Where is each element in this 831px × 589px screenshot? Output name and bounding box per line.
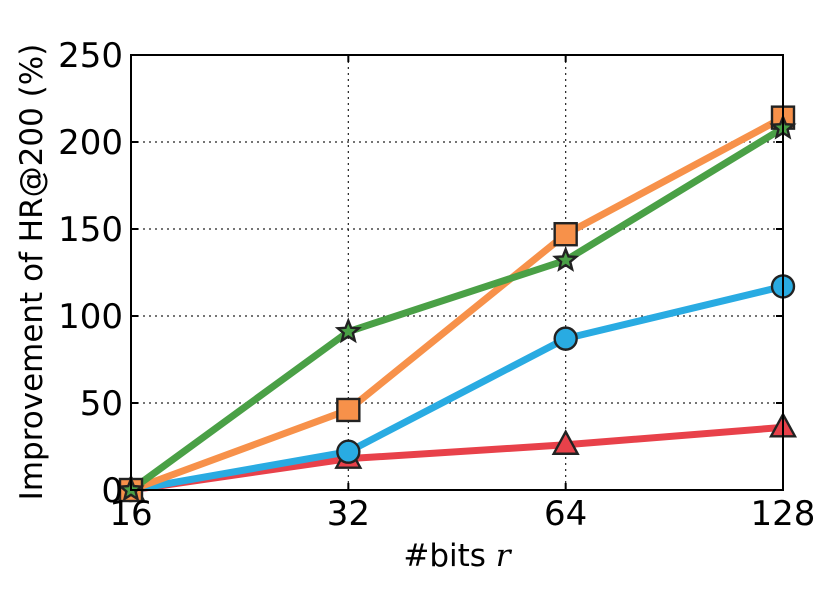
data-point	[336, 439, 361, 464]
data-point	[553, 222, 578, 247]
series-line	[127, 124, 787, 494]
y-tick-label: 100	[58, 297, 123, 337]
y-tick-labels: 0 50 100 150 200 250	[58, 36, 123, 511]
series-circle	[127, 282, 787, 494]
grid-lines	[131, 55, 783, 490]
plot-frame	[130, 54, 784, 491]
y-tick-label: 150	[58, 210, 123, 250]
x-axis-label: #bits r	[403, 538, 512, 574]
series-triangle	[127, 423, 787, 494]
data-point	[334, 317, 362, 344]
x-tick-label: 64	[544, 494, 587, 534]
data-point	[553, 326, 578, 351]
y-tick-label: 250	[58, 36, 123, 76]
series-line	[127, 282, 787, 494]
data-point	[336, 397, 361, 423]
x-tick-label: 16	[109, 494, 152, 534]
series-square	[127, 114, 787, 494]
data-point	[551, 429, 580, 455]
y-tick-label: 50	[80, 384, 123, 424]
series-line	[127, 114, 787, 494]
y-tick-label: 200	[58, 123, 123, 163]
series-line	[127, 423, 787, 494]
series-group	[116, 105, 798, 503]
y-tick-label: 0	[101, 471, 123, 511]
x-tick-label: 32	[327, 494, 370, 534]
x-tick-label: 128	[751, 494, 816, 534]
y-axis-label: Improvement of HR@200 (%)	[14, 44, 50, 501]
x-tick-labels: 16 32 64 128	[109, 494, 815, 534]
series-star	[127, 124, 787, 494]
data-point	[552, 246, 580, 272]
axis-ticks	[130, 54, 784, 491]
